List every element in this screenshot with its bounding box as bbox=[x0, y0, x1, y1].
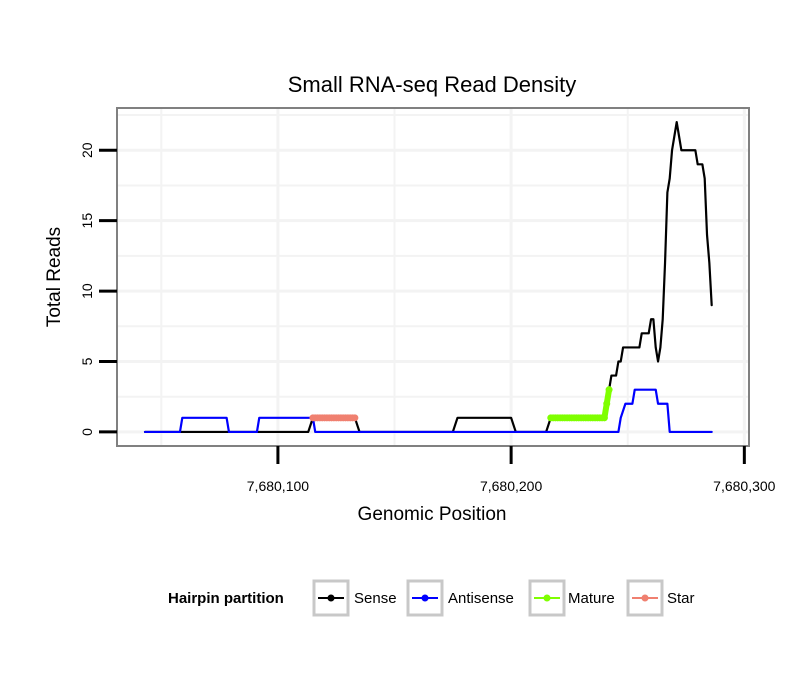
legend-key-dot bbox=[543, 594, 551, 602]
series-star bbox=[309, 414, 359, 422]
legend-item-mature: Mature bbox=[528, 579, 615, 617]
plot-panel bbox=[116, 107, 750, 447]
series-antisense bbox=[143, 388, 713, 434]
series-line-antisense bbox=[143, 388, 713, 434]
data-point bbox=[605, 386, 613, 394]
x-tick-label: 7,680,300 bbox=[713, 478, 775, 494]
y-tick-label: 15 bbox=[79, 213, 95, 229]
series-sense bbox=[143, 120, 713, 434]
series-mature bbox=[547, 386, 613, 422]
legend-label: Antisense bbox=[448, 590, 514, 607]
x-tick-label: 7,680,100 bbox=[247, 478, 309, 494]
y-tick-label: 10 bbox=[79, 283, 95, 299]
y-tick-label: 5 bbox=[79, 357, 95, 365]
legend-key-dot bbox=[327, 594, 335, 602]
legend-item-antisense: Antisense bbox=[406, 579, 514, 617]
legend-label: Star bbox=[667, 590, 695, 607]
data-point bbox=[603, 400, 611, 408]
grid-lines bbox=[118, 109, 748, 445]
legend-label: Mature bbox=[568, 590, 615, 607]
legend-item-sense: Sense bbox=[312, 579, 397, 617]
legend-key-dot bbox=[421, 594, 429, 602]
y-tick-label: 0 bbox=[79, 428, 95, 436]
series-line-sense bbox=[143, 120, 713, 434]
legend-key-dot bbox=[641, 594, 649, 602]
x-tick-label: 7,680,200 bbox=[480, 478, 542, 494]
legend: Hairpin partition Sense Antisense Mature St… bbox=[168, 579, 695, 617]
legend-title: Hairpin partition bbox=[168, 590, 284, 607]
y-axis-label: Total Reads bbox=[44, 227, 65, 327]
chart-title: Small RNA-seq Read Density bbox=[288, 72, 577, 97]
data-point bbox=[351, 414, 359, 422]
legend-label: Sense bbox=[354, 590, 397, 607]
axes: 7,680,100 7,680,200 7,680,300 0 5 10 15 20 bbox=[79, 142, 776, 494]
x-axis-label: Genomic Position bbox=[358, 504, 507, 525]
legend-item-star: Star bbox=[626, 579, 695, 617]
data-point bbox=[600, 414, 608, 422]
y-tick-label: 20 bbox=[79, 142, 95, 158]
series-layer bbox=[143, 120, 713, 434]
